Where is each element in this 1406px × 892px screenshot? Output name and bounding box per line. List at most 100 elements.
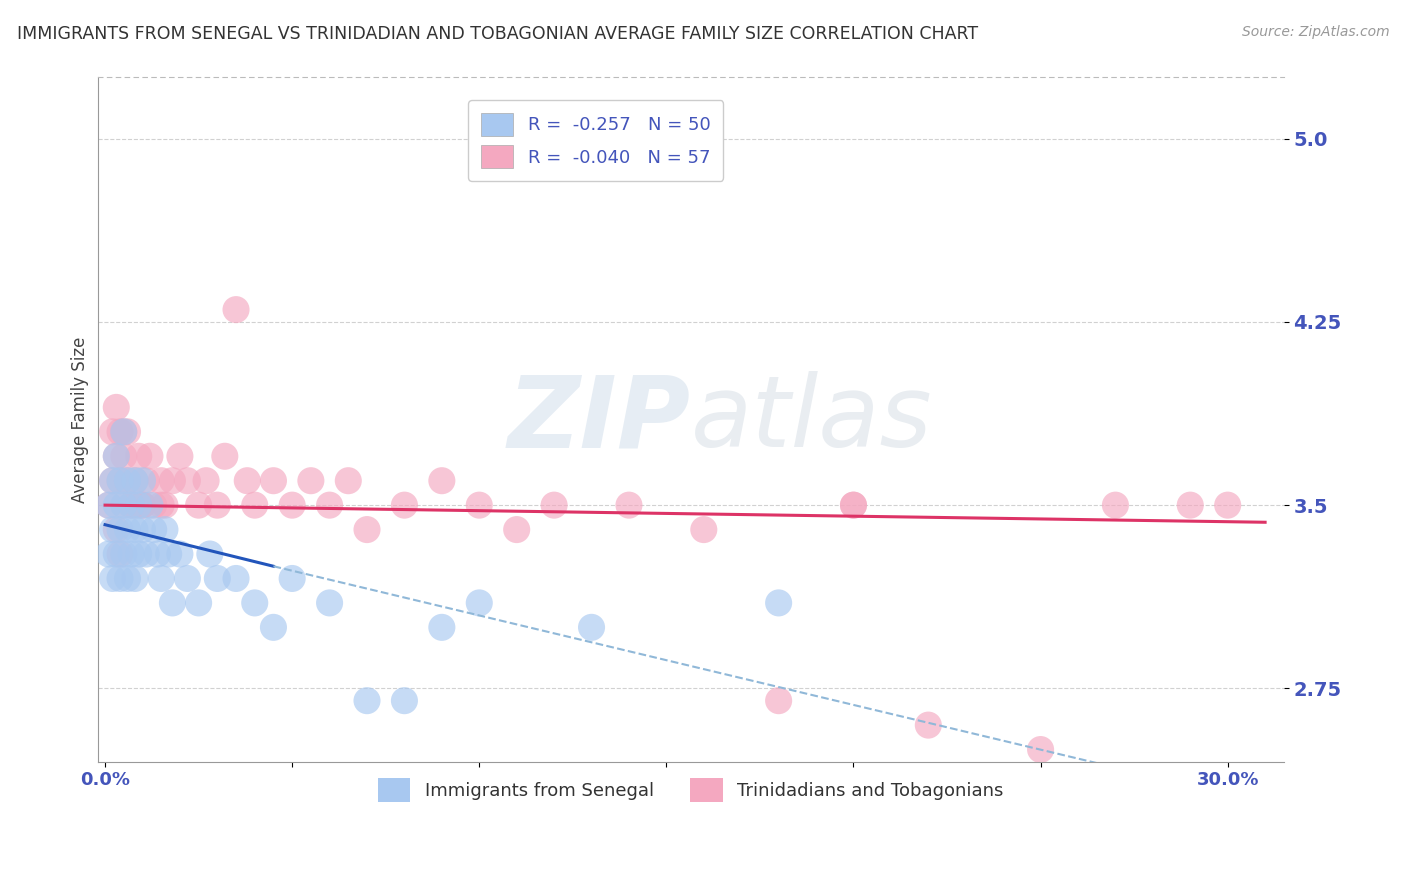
Point <box>1104 498 1126 512</box>
Point <box>617 498 640 512</box>
Point <box>157 547 180 561</box>
Point <box>281 498 304 512</box>
Point <box>146 547 169 561</box>
Point <box>131 523 153 537</box>
Point <box>128 498 150 512</box>
Point <box>101 474 124 488</box>
Point <box>112 498 135 512</box>
Point <box>917 718 939 732</box>
Point <box>131 474 153 488</box>
Point <box>101 572 124 586</box>
Point <box>169 450 191 464</box>
Point <box>318 498 340 512</box>
Point <box>356 694 378 708</box>
Point <box>187 498 209 512</box>
Point <box>97 547 120 561</box>
Point <box>112 450 135 464</box>
Point <box>207 498 229 512</box>
Text: IMMIGRANTS FROM SENEGAL VS TRINIDADIAN AND TOBAGONIAN AVERAGE FAMILY SIZE CORREL: IMMIGRANTS FROM SENEGAL VS TRINIDADIAN A… <box>17 25 979 43</box>
Point <box>108 572 131 586</box>
Point <box>356 523 378 537</box>
Point <box>842 498 865 512</box>
Point <box>214 450 236 464</box>
Text: atlas: atlas <box>690 371 932 468</box>
Point <box>176 572 198 586</box>
Point <box>142 523 165 537</box>
Point <box>97 498 120 512</box>
Point <box>162 596 184 610</box>
Point <box>108 425 131 439</box>
Point <box>128 547 150 561</box>
Point <box>105 498 128 512</box>
Point <box>101 425 124 439</box>
Point <box>120 498 142 512</box>
Y-axis label: Average Family Size: Average Family Size <box>72 336 89 503</box>
Point <box>195 474 218 488</box>
Point <box>176 474 198 488</box>
Point <box>131 498 153 512</box>
Point <box>262 474 284 488</box>
Point <box>187 596 209 610</box>
Point <box>117 474 139 488</box>
Point <box>108 474 131 488</box>
Point <box>1180 498 1202 512</box>
Point <box>430 620 453 634</box>
Point <box>112 547 135 561</box>
Point <box>120 547 142 561</box>
Point <box>142 498 165 512</box>
Point <box>581 620 603 634</box>
Point <box>124 474 146 488</box>
Point <box>131 498 153 512</box>
Point <box>117 425 139 439</box>
Point <box>225 302 247 317</box>
Point <box>150 474 173 488</box>
Point <box>105 450 128 464</box>
Point <box>117 523 139 537</box>
Point <box>243 498 266 512</box>
Point <box>117 474 139 488</box>
Point <box>1216 498 1239 512</box>
Point <box>108 547 131 561</box>
Point <box>394 694 416 708</box>
Point <box>768 596 790 610</box>
Point <box>150 572 173 586</box>
Point <box>505 523 527 537</box>
Point <box>135 474 157 488</box>
Point <box>97 498 120 512</box>
Point <box>128 450 150 464</box>
Point <box>101 523 124 537</box>
Point <box>105 401 128 415</box>
Point <box>162 474 184 488</box>
Point <box>225 572 247 586</box>
Point <box>299 474 322 488</box>
Point <box>124 572 146 586</box>
Point <box>169 547 191 561</box>
Point <box>243 596 266 610</box>
Point <box>236 474 259 488</box>
Point <box>112 498 135 512</box>
Point <box>112 425 135 439</box>
Text: Source: ZipAtlas.com: Source: ZipAtlas.com <box>1241 25 1389 39</box>
Point <box>337 474 360 488</box>
Point <box>124 523 146 537</box>
Point <box>153 523 176 537</box>
Point <box>150 498 173 512</box>
Point <box>1029 742 1052 756</box>
Point <box>394 498 416 512</box>
Point <box>262 620 284 634</box>
Point <box>693 523 716 537</box>
Point <box>430 474 453 488</box>
Point <box>124 474 146 488</box>
Point <box>112 425 135 439</box>
Point <box>139 450 162 464</box>
Point <box>207 572 229 586</box>
Point <box>105 547 128 561</box>
Point <box>108 474 131 488</box>
Point <box>139 498 162 512</box>
Point <box>120 498 142 512</box>
Point <box>768 694 790 708</box>
Point <box>842 498 865 512</box>
Point <box>135 547 157 561</box>
Point <box>101 474 124 488</box>
Text: ZIP: ZIP <box>508 371 690 468</box>
